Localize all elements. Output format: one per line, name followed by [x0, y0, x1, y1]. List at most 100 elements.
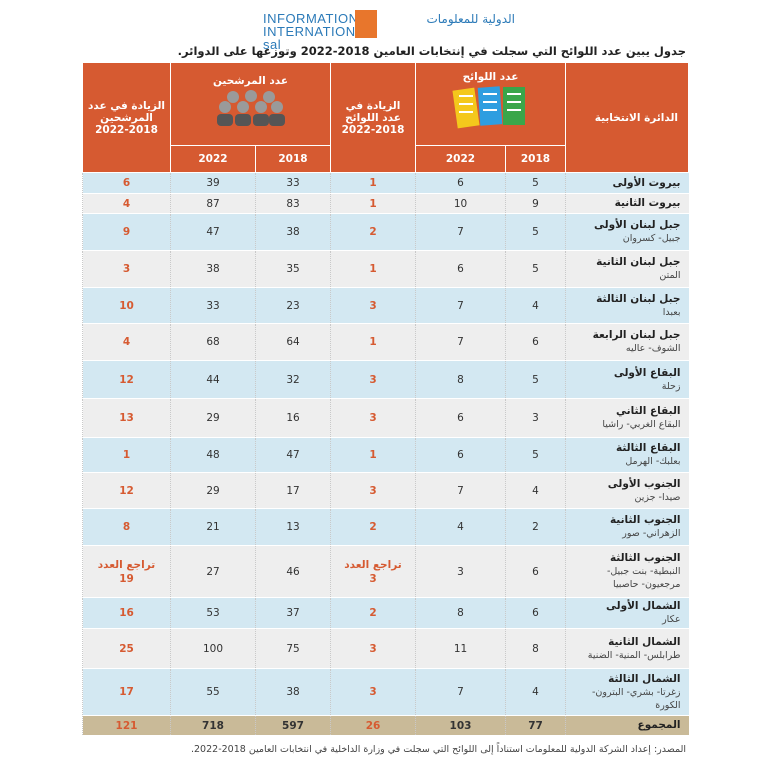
- increase-cell: 3: [82, 250, 171, 288]
- district-name: الجنوب الثالثة: [609, 552, 681, 564]
- increase-cell: 1: [330, 193, 416, 214]
- district-name: جبل لبنان الأولى: [594, 219, 681, 231]
- increase-cell: 16: [82, 597, 171, 629]
- logo-mark: [355, 10, 377, 38]
- value-cell: 7: [415, 213, 506, 251]
- increase-cell: 4: [82, 323, 171, 361]
- district-name: الجنوب الثانية: [609, 514, 681, 526]
- table-row: الشمال الأولى عكار 6 8 2 37 53 16: [82, 597, 689, 629]
- increase-value: 3: [369, 572, 377, 585]
- header-text: عدد اللوائح: [462, 71, 519, 83]
- value-cell: 64: [255, 323, 331, 361]
- district-area: زغرتا- بشري- البترون- الكورة: [591, 686, 681, 711]
- district-area: صيدا- جزين: [634, 491, 681, 503]
- table-row: جبل لبنان الأولى جبيل- كسروان 5 7 2 38 47 9: [82, 213, 689, 251]
- header-cell: الدائرة الانتخابية: [565, 62, 689, 173]
- district-name: الجنوب الأولى: [607, 477, 681, 490]
- value-cell: 4: [415, 508, 506, 546]
- increase-cell: 3: [330, 360, 416, 399]
- increase-cell: 3: [330, 472, 416, 509]
- table-row: الشمال الثالثة زغرتا- بشري- البترون- الكو…: [82, 668, 689, 716]
- district-cell: البقاع الأولى زحلة: [565, 360, 689, 399]
- value-cell: 5: [505, 250, 566, 288]
- total-row: المجموع 77 103 26 597 718 121: [82, 715, 689, 736]
- district-cell: البقاع الثالثة بعلبك- الهرمل: [565, 437, 689, 473]
- value-cell: 7: [415, 668, 506, 716]
- district-name: جبل لبنان الثالثة: [596, 292, 681, 305]
- increase-cell: 2: [330, 597, 416, 629]
- value-cell: 8: [415, 597, 506, 629]
- value-cell: 8: [505, 628, 566, 669]
- value-cell: 55: [170, 668, 256, 716]
- value-cell: 5: [505, 213, 566, 251]
- district-cell: جبل لبنان الرابعة الشوف- عاليه: [565, 323, 689, 361]
- district-area: البقاع الغربي- راشيا: [602, 419, 681, 430]
- value-cell: 35: [255, 250, 331, 288]
- increase-cell: 6: [82, 172, 171, 194]
- title: جدول يبين عدد اللوائح التي سجلت في إنتخا…: [177, 44, 686, 58]
- increase-cell: 3: [330, 628, 416, 669]
- value-cell: 17: [255, 472, 331, 509]
- logo-arabic: الدولية للمعلومات: [426, 12, 515, 26]
- increase-cell: 8: [82, 508, 171, 546]
- increase-cell: 3: [330, 668, 416, 716]
- value-cell: 9: [505, 193, 566, 214]
- table-row: البقاع الثاني البقاع الغربي- راشيا 3 6 3 16 29…: [82, 398, 689, 438]
- value-cell: 32: [255, 360, 331, 399]
- district-cell: المجموع: [565, 715, 689, 736]
- increase-cell: 1: [330, 323, 416, 361]
- value-cell: 39: [170, 172, 256, 194]
- table-row: جبل لبنان الثانية المتن 5 6 1 35 38 3: [82, 250, 689, 288]
- district-area: الزهراني- صور: [622, 528, 681, 539]
- value-cell: 8: [415, 360, 506, 399]
- district-area: النبطية- بنت جبيل- مرجعيون- حاصبيا: [606, 566, 681, 590]
- value-cell: 21: [170, 508, 256, 546]
- value-cell: 13: [255, 508, 331, 546]
- district-name: بيروت الثانية: [614, 197, 681, 209]
- value-cell: 44: [170, 360, 256, 399]
- value-cell: 3: [505, 398, 566, 438]
- district-area: جبيل- كسروان: [622, 233, 681, 244]
- district-cell: بيروت الأولى: [565, 172, 689, 194]
- value-cell: 5: [505, 437, 566, 473]
- lists-table: الدائرة الانتخابية عدد اللوائح الزيادة ف…: [82, 62, 689, 736]
- source: المصدر: إعداد الشركة الدولية للمعلومات ا…: [190, 744, 686, 755]
- value-cell: 68: [170, 323, 256, 361]
- increase-cell: تراجع العدد 19: [82, 545, 171, 598]
- table-row: بيروت الأولى 5 6 1 33 39 6: [82, 172, 689, 194]
- district-name: الشمال الثالثة: [608, 672, 681, 685]
- value-cell: 6: [415, 250, 506, 288]
- increase-cell: 1: [330, 437, 416, 473]
- year-header: 2018: [505, 145, 566, 173]
- year-header: 2018: [255, 145, 331, 173]
- people-icon: [216, 90, 285, 126]
- value-cell: 2: [505, 508, 566, 546]
- value-cell: 11: [415, 628, 506, 669]
- value-cell: 77: [505, 715, 566, 736]
- value-cell: 75: [255, 628, 331, 669]
- table-row: جبل لبنان الرابعة الشوف- عاليه 6 7 1 64 68 4: [82, 323, 689, 361]
- district-area: بعلبك- الهرمل: [625, 456, 681, 467]
- value-cell: 27: [170, 545, 256, 598]
- value-cell: 53: [170, 597, 256, 629]
- increase-cell: 17: [82, 668, 171, 716]
- increase-cell: 121: [82, 715, 171, 736]
- value-cell: 7: [415, 472, 506, 509]
- district-area: الشوف- عاليه: [625, 343, 681, 354]
- increase-note: تراجع العدد: [344, 558, 402, 571]
- district-area: بعبدا: [662, 306, 681, 318]
- increase-cell: 1: [330, 250, 416, 288]
- district-name: البقاع الثالثة: [615, 442, 681, 454]
- increase-cell: تراجع العدد 3: [330, 545, 416, 598]
- district-area: طرابلس- المنية- الضنية: [587, 649, 681, 661]
- increase-cell: 10: [82, 287, 171, 324]
- value-cell: 23: [255, 287, 331, 324]
- increase-cell: 3: [330, 287, 416, 324]
- header-text: عدد المرشحين: [212, 75, 289, 87]
- value-cell: 6: [415, 172, 506, 194]
- district-cell: الشمال الثانية طرابلس- المنية- الضنية: [565, 628, 689, 669]
- value-cell: 47: [255, 437, 331, 473]
- table-body: بيروت الأولى 5 6 1 33 39 6 بيروت الثانية 9 10 1 83 8…: [82, 172, 689, 736]
- district-name: بيروت الأولى: [612, 176, 681, 189]
- value-cell: 7: [415, 323, 506, 361]
